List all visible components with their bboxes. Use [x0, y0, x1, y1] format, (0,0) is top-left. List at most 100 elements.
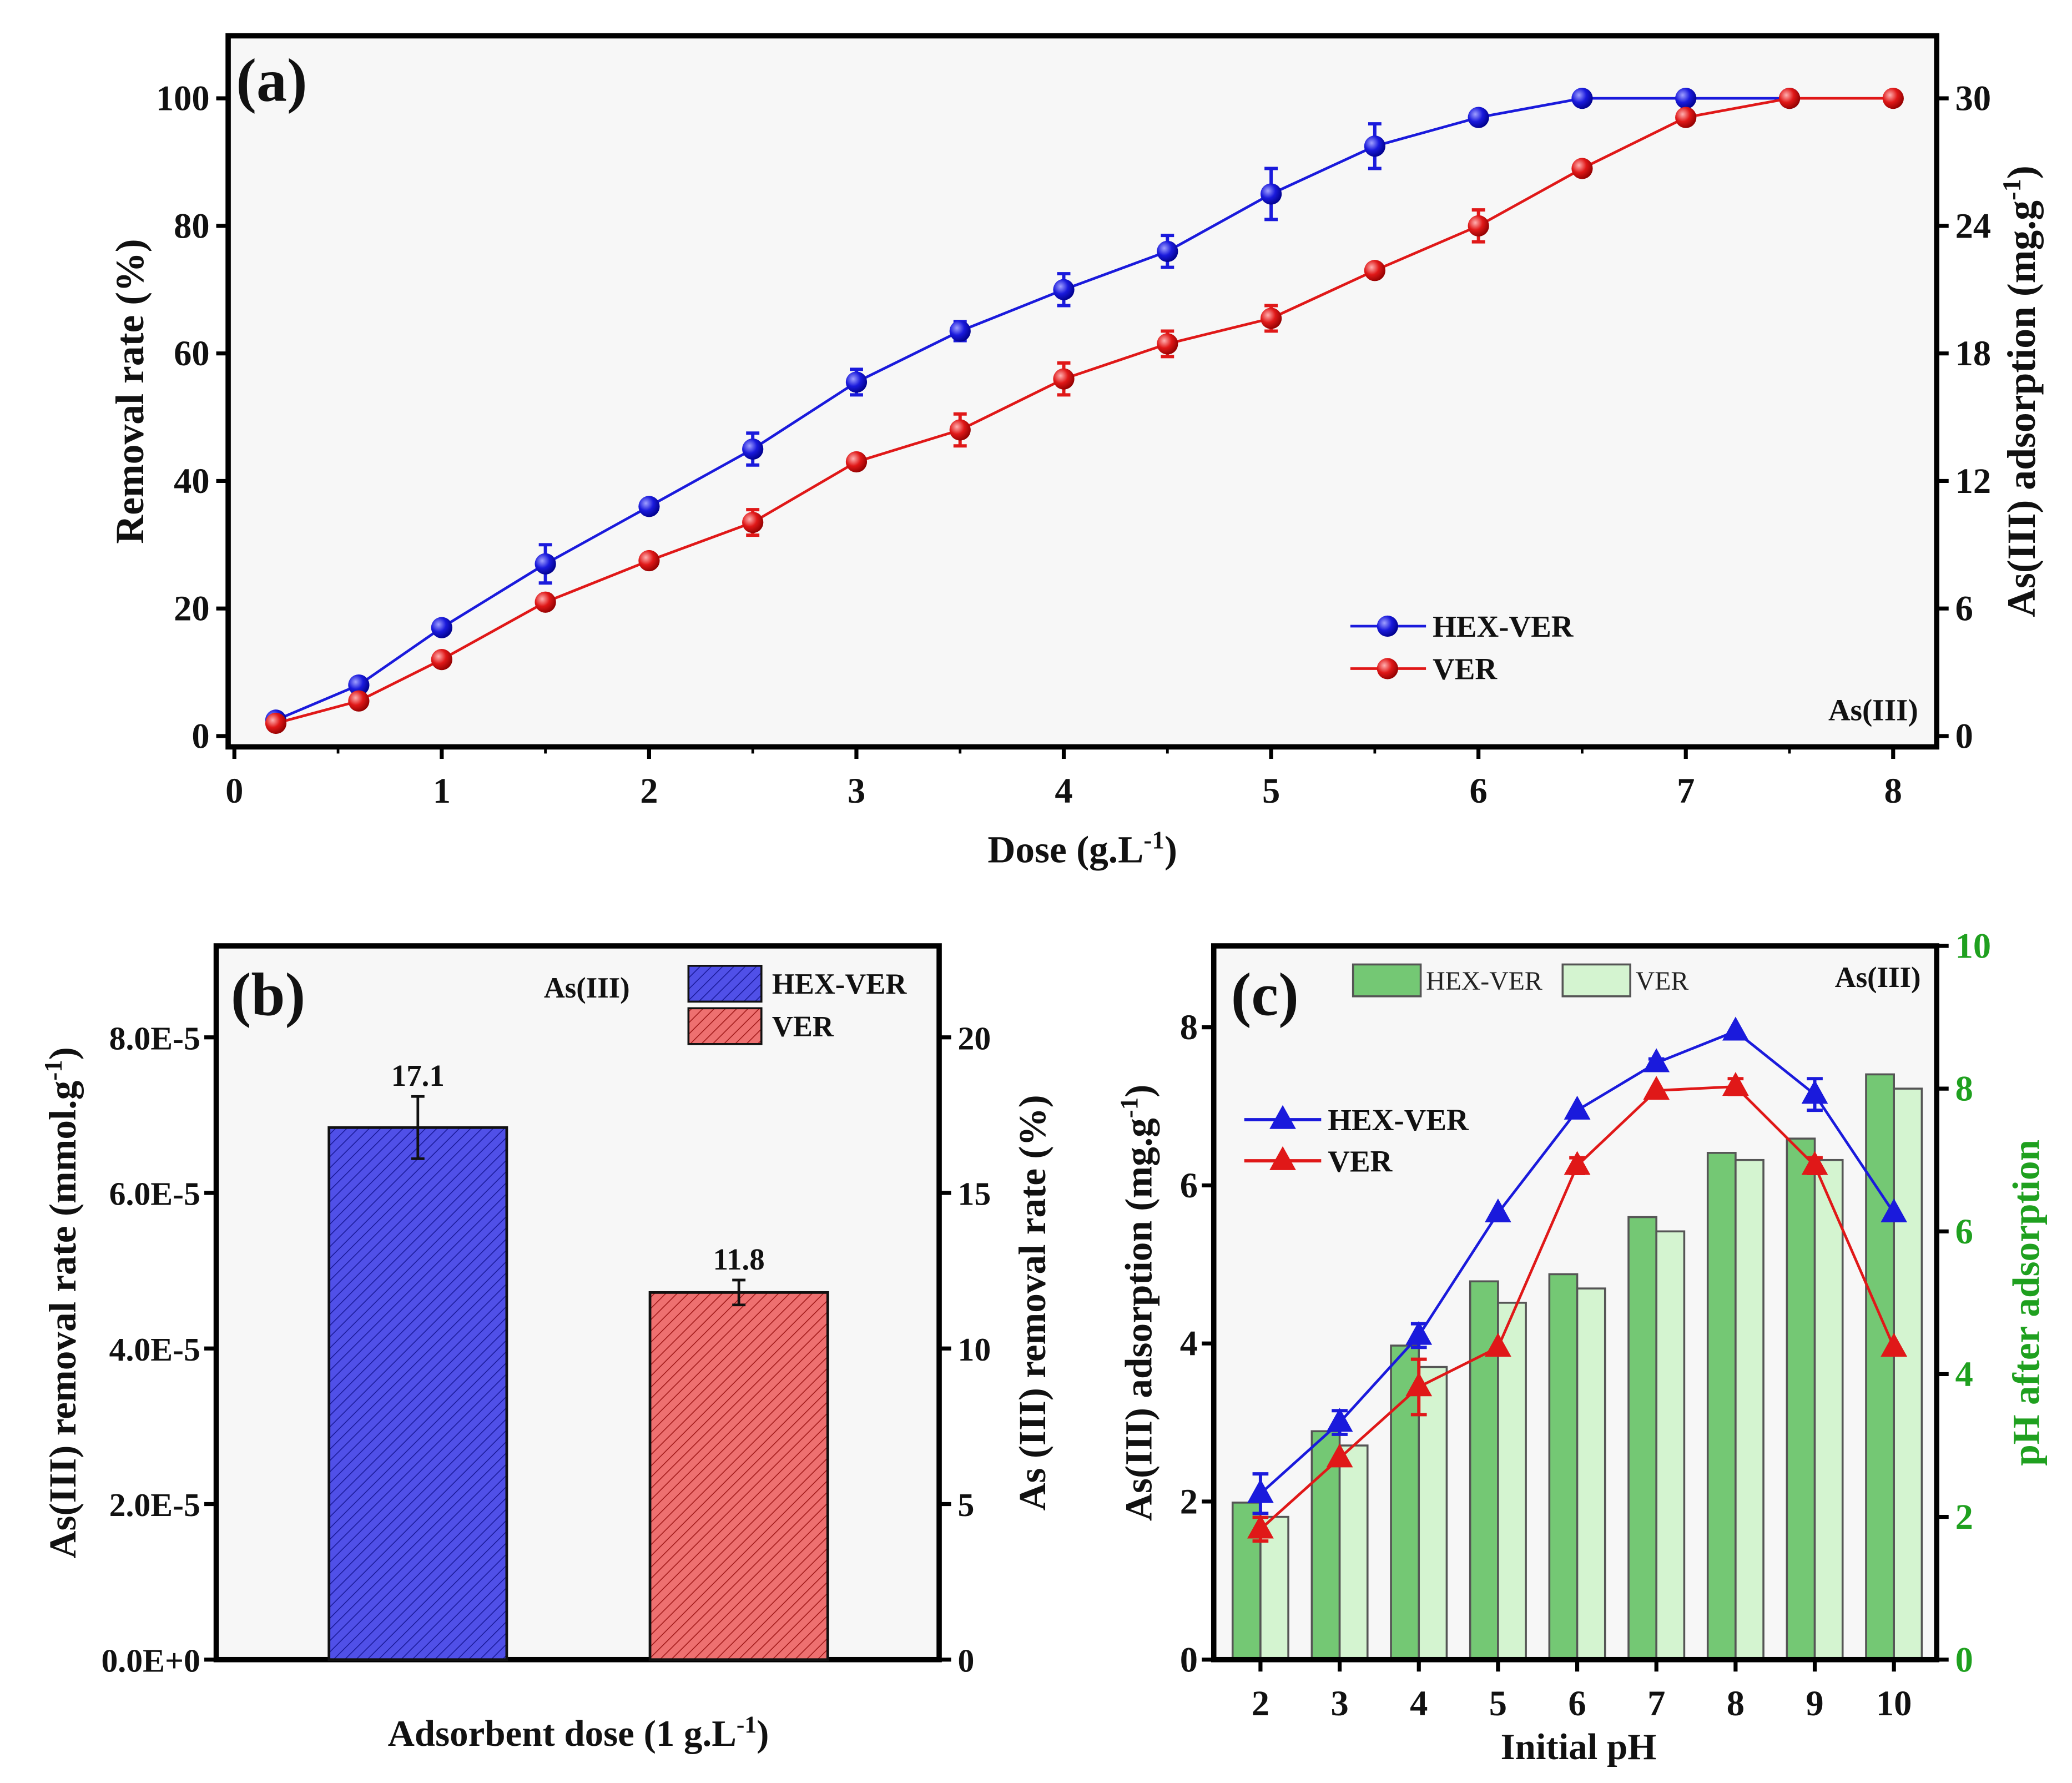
annotation: As(III)	[1828, 693, 1918, 727]
y-axis-title: Removal rate (%)	[108, 239, 152, 543]
legend-swatch	[1352, 963, 1422, 998]
data-point-triangle	[1643, 1076, 1670, 1100]
bar-hex-ver	[1548, 1273, 1579, 1661]
y-right-tick-label: 0	[1955, 716, 1973, 755]
x-tick-label: 2	[1252, 1684, 1269, 1723]
data-point	[845, 371, 868, 393]
data-point	[1157, 333, 1178, 355]
bar-ver	[1893, 1087, 1923, 1661]
y-right-tick-label: 18	[1955, 334, 1992, 373]
data-point	[638, 550, 660, 572]
error-bar	[732, 1278, 746, 1307]
y-tick-label: 0	[191, 716, 209, 755]
y-tick-label: 8.0E-5	[109, 1020, 200, 1056]
legend-swatch	[687, 1007, 763, 1045]
data-point-triangle	[1643, 1048, 1670, 1072]
x-tick-label: 4	[1410, 1684, 1428, 1723]
y-right-tick-label: 0	[1955, 1640, 1973, 1679]
y-right-axis-title-part: -1	[1998, 179, 2026, 200]
x-axis-title: Adsorbent dose (1 g.L-1)	[388, 1711, 769, 1754]
x-tick-label: 8	[1884, 771, 1902, 810]
x-axis-title-part: -1	[737, 1711, 757, 1738]
plot-frame	[225, 33, 1940, 750]
data-point	[742, 511, 764, 533]
bar-ver	[1813, 1159, 1844, 1661]
bar-hex-ver	[1706, 1152, 1737, 1661]
x-tick-label: 5	[1489, 1684, 1507, 1723]
y-right-tick-label: 24	[1955, 206, 1992, 245]
y-tick-label: 6.0E-5	[109, 1176, 200, 1212]
panel-b: 0.0E+0 0 2.0E-5 5 4.0E-5 10 6.0E-5 15 8.0E-5 20 17…	[39, 943, 1053, 1754]
y-right-axis-title: As (III) removal rate (%)	[1011, 1095, 1053, 1510]
legend-label: VER	[772, 1010, 834, 1042]
data-point	[1468, 107, 1489, 128]
x-tick-label: 5	[1262, 771, 1280, 810]
legend-swatch	[1561, 963, 1631, 998]
legend-marker	[1377, 615, 1398, 637]
x-axis-title-part: Adsorbent dose (1 g.L	[388, 1713, 737, 1754]
x-tick-label: 3	[1330, 1684, 1348, 1723]
y-tick-label: 60	[174, 334, 210, 373]
annotation: As(III)	[1835, 961, 1921, 994]
series-line-hex-ver	[275, 97, 1789, 722]
data-point	[1260, 183, 1282, 205]
panel-label: (b)	[231, 960, 305, 1028]
bar-hex-ver	[1865, 1073, 1895, 1661]
y-tick-label: 0	[1180, 1640, 1198, 1679]
data-point	[1053, 368, 1075, 390]
y-axis-title-part: )	[1117, 1085, 1159, 1097]
panel-label: (a)	[236, 47, 307, 114]
y-tick-label: 6	[1180, 1166, 1198, 1205]
legend-label: VER	[1328, 1144, 1393, 1178]
x-axis-title: Initial pH	[1501, 1726, 1657, 1767]
data-point	[1675, 107, 1697, 128]
legend-label: HEX-VER	[1328, 1103, 1469, 1137]
y-axis-title-part: As(III) adsorption (mg.g	[1117, 1118, 1159, 1521]
x-tick-label: 7	[1677, 771, 1695, 810]
data-point-triangle	[1564, 1151, 1591, 1175]
y-right-tick-label: 20	[957, 1020, 991, 1056]
x-axis-title-part: )	[757, 1713, 769, 1754]
y-right-tick-label: 0	[957, 1642, 974, 1679]
data-point	[1157, 240, 1178, 262]
bar-hex-ver	[327, 1126, 508, 1661]
x-tick-label: 1	[433, 771, 451, 810]
legend-marker	[1269, 1105, 1296, 1129]
bar-ver	[1576, 1287, 1606, 1661]
data-point	[1778, 87, 1801, 109]
data-point-triangle	[1564, 1095, 1591, 1120]
data-point-triangle	[1405, 1372, 1433, 1397]
data-point-triangle	[1881, 1333, 1908, 1357]
y-right-axis-title-part: )	[1999, 165, 2044, 179]
legend-label: VER	[1636, 966, 1689, 996]
panel-c: 2 3 4 5 6 7 8 9 10 0 2 4 6 8 0 2 4 6 8 10 HEX-VER VER HEX-VER V…	[1115, 926, 2047, 1767]
x-tick-label: 4	[1055, 771, 1072, 810]
x-tick-label: 7	[1647, 1684, 1665, 1723]
y-tick-label: 8	[1180, 1008, 1198, 1047]
y-right-tick-label: 2	[1955, 1497, 1973, 1537]
data-point-triangle	[1247, 1479, 1274, 1503]
data-point-triangle	[1801, 1080, 1828, 1104]
panel-label: (c)	[1231, 960, 1299, 1028]
y-right-tick-label: 15	[957, 1176, 991, 1212]
bar-ver	[1735, 1159, 1765, 1661]
y-right-tick-label: 6	[1955, 589, 1973, 628]
x-tick-label: 0	[225, 771, 243, 810]
y-axis-title-part: As(III) removal rate (mmol.g	[41, 1081, 84, 1559]
x-tick-label: 6	[1568, 1684, 1586, 1723]
legend-label: HEX-VER	[1433, 610, 1574, 643]
data-point	[1675, 87, 1697, 109]
y-tick-label: 2	[1180, 1482, 1198, 1521]
y-right-tick-label: 30	[1955, 79, 1992, 118]
y-axis-title-part: )	[41, 1047, 84, 1060]
plot-area	[216, 945, 940, 1660]
error-bar	[411, 1095, 425, 1160]
x-axis-title: Dose (g.L-1)	[987, 826, 1177, 870]
data-point	[1260, 308, 1282, 329]
data-point-triangle	[1801, 1151, 1828, 1175]
plot-area	[228, 36, 1937, 747]
data-label: 17.1	[391, 1059, 445, 1092]
y-tick-label: 4	[1180, 1324, 1198, 1363]
